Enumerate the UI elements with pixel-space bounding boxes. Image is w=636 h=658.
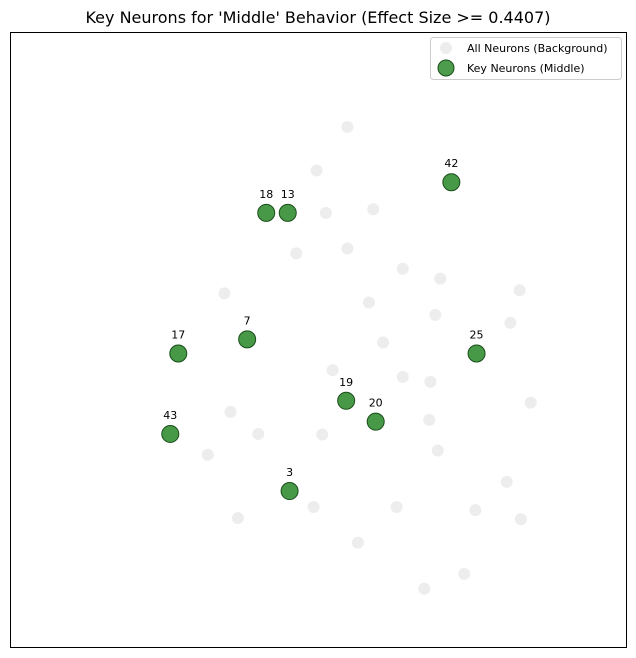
key-neuron-label-42: 42 bbox=[444, 157, 458, 170]
background-neuron-point bbox=[423, 413, 436, 426]
background-neuron-point bbox=[514, 513, 527, 526]
background-neuron-point bbox=[252, 427, 265, 440]
legend-marker-background bbox=[440, 42, 452, 54]
background-neuron-point bbox=[377, 336, 390, 349]
legend-label-key: Key Neurons (Middle) bbox=[467, 62, 585, 75]
background-neuron-point bbox=[469, 504, 482, 517]
key-neuron-label-13: 13 bbox=[281, 188, 295, 201]
background-neuron-point bbox=[307, 501, 320, 514]
background-neuron-point bbox=[390, 501, 403, 514]
key-neuron-point-13 bbox=[278, 203, 297, 222]
key-neuron-label-25: 25 bbox=[470, 329, 484, 342]
key-neuron-label-7: 7 bbox=[244, 314, 251, 327]
background-neuron-point bbox=[319, 206, 332, 219]
background-neuron-point bbox=[231, 512, 244, 525]
background-neuron-point bbox=[290, 247, 303, 260]
key-neuron-label-3: 3 bbox=[286, 466, 293, 479]
key-points-group bbox=[161, 173, 486, 501]
point-labels-group: 42 18 13 7 17 25 19 20 43 3 bbox=[163, 157, 483, 479]
background-neuron-point bbox=[224, 405, 237, 418]
key-neuron-label-17: 17 bbox=[171, 329, 185, 342]
legend: All Neurons (Background) Key Neurons (Mi… bbox=[430, 37, 622, 80]
background-neuron-point bbox=[396, 262, 409, 275]
background-neuron-point bbox=[434, 272, 447, 285]
key-neuron-label-20: 20 bbox=[369, 397, 383, 410]
key-neuron-point-42 bbox=[442, 173, 461, 192]
legend-box bbox=[430, 37, 622, 80]
background-neuron-point bbox=[500, 475, 513, 488]
background-neuron-point bbox=[362, 296, 375, 309]
background-neuron-point bbox=[316, 428, 329, 441]
key-neuron-label-18: 18 bbox=[259, 188, 273, 201]
key-neuron-label-43: 43 bbox=[163, 409, 177, 422]
background-neuron-point bbox=[424, 375, 437, 388]
background-neuron-point bbox=[310, 164, 323, 177]
background-neuron-point bbox=[504, 316, 517, 329]
background-neuron-point bbox=[431, 444, 444, 457]
background-neuron-point bbox=[513, 284, 526, 297]
background-neuron-point bbox=[218, 287, 231, 300]
key-neuron-point-17 bbox=[169, 344, 188, 363]
key-neuron-point-19 bbox=[337, 391, 356, 410]
key-neuron-point-43 bbox=[161, 424, 180, 443]
key-neuron-point-3 bbox=[280, 482, 299, 501]
background-neuron-point bbox=[341, 242, 354, 255]
background-neuron-point bbox=[367, 203, 380, 216]
legend-label-background: All Neurons (Background) bbox=[467, 42, 608, 55]
key-neuron-point-20 bbox=[366, 412, 385, 431]
background-points-group bbox=[201, 120, 537, 595]
background-neuron-point bbox=[341, 120, 354, 133]
background-neuron-point bbox=[429, 308, 442, 321]
legend-marker-key bbox=[437, 59, 455, 77]
background-neuron-point bbox=[524, 396, 537, 409]
chart-title: Key Neurons for 'Middle' Behavior (Effec… bbox=[85, 8, 550, 27]
background-neuron-point bbox=[458, 567, 471, 580]
background-neuron-point bbox=[418, 582, 431, 595]
background-neuron-point bbox=[396, 370, 409, 383]
key-neuron-label-19: 19 bbox=[339, 376, 353, 389]
plot-area bbox=[10, 32, 627, 648]
key-neuron-point-25 bbox=[467, 344, 486, 363]
background-neuron-point bbox=[326, 364, 339, 377]
background-neuron-point bbox=[351, 536, 364, 549]
key-neuron-point-18 bbox=[257, 203, 276, 222]
key-neuron-point-7 bbox=[238, 330, 257, 349]
background-neuron-point bbox=[201, 448, 214, 461]
